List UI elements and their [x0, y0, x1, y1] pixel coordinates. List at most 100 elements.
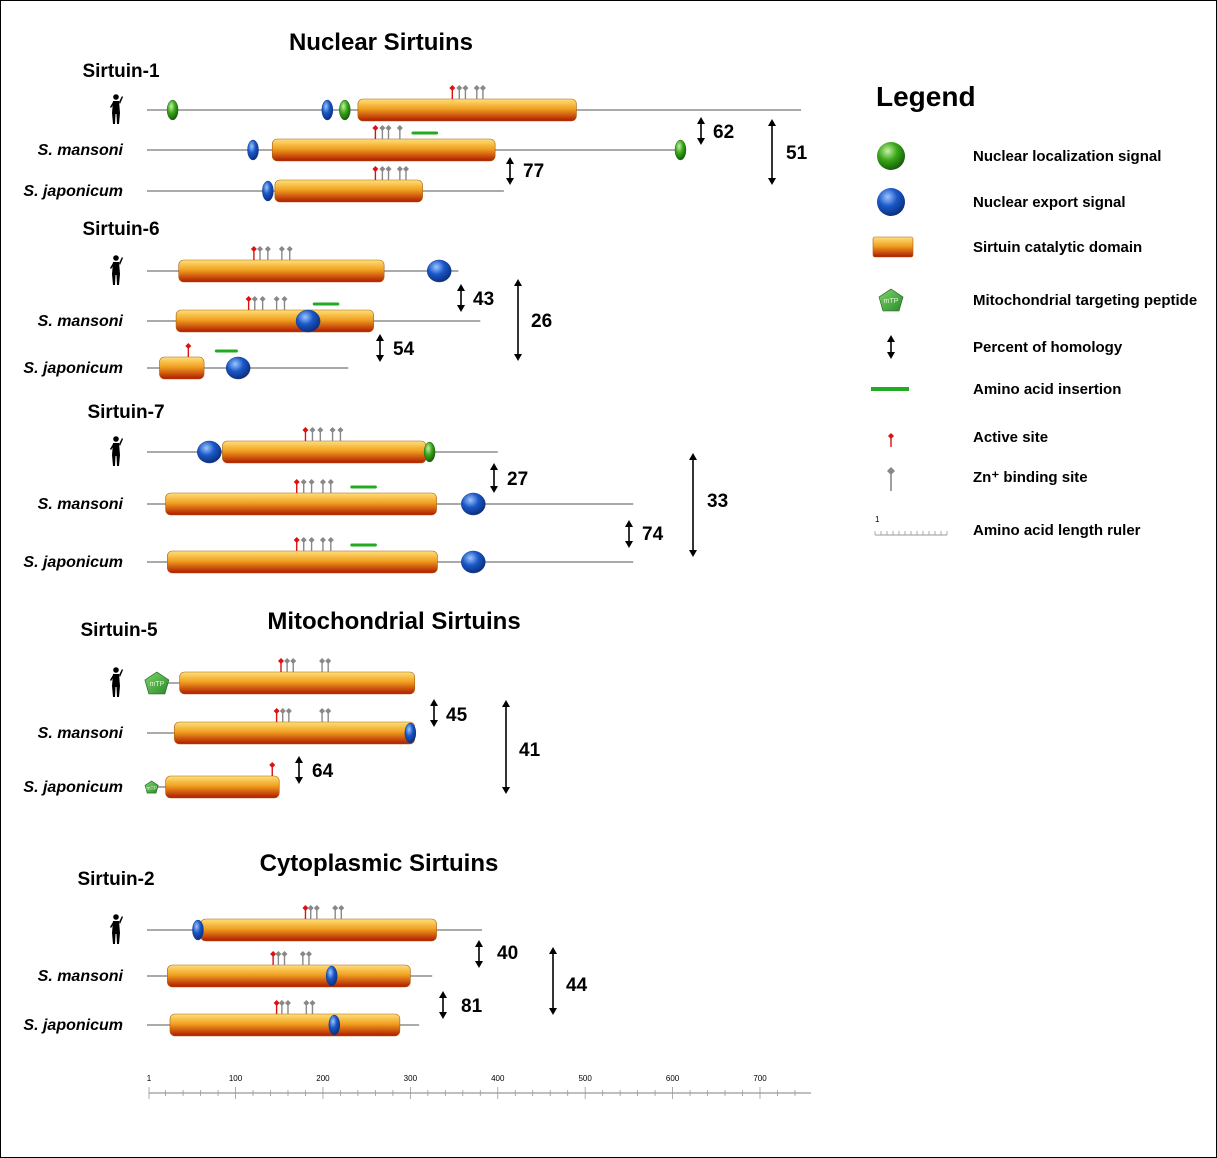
- active-site: [302, 427, 309, 441]
- protein-row: [167, 537, 486, 574]
- nuclear-localization-signal: [166, 99, 179, 121]
- homology-value: 62: [713, 122, 734, 143]
- legend-label: Amino acid length ruler: [973, 522, 1141, 539]
- protein-row: mTP: [144, 762, 280, 799]
- amino-acid-ruler: [148, 1087, 811, 1099]
- homology-arrow: [697, 117, 705, 145]
- legend-zn-head: [887, 467, 895, 475]
- homology-value: 26: [531, 311, 552, 332]
- zn-binding-site: [281, 296, 288, 310]
- ruler-tick-label: 500: [578, 1074, 592, 1083]
- legend-label: Sirtuin catalytic domain: [973, 239, 1142, 256]
- homology-value: 43: [473, 289, 494, 310]
- ruler-tick-label: 200: [316, 1074, 330, 1083]
- legend-mtp-symbol: mTP: [878, 288, 904, 312]
- homology-value: 40: [497, 943, 518, 964]
- legend-item: [887, 467, 895, 491]
- catalytic-domain: [179, 671, 416, 695]
- species-label: S. mansoni: [38, 313, 124, 330]
- homology-arrow: [506, 157, 514, 185]
- zn-binding-site: [319, 708, 326, 722]
- protein-row: [159, 343, 251, 380]
- homology-arrow: [514, 279, 522, 361]
- zn-binding-site: [307, 905, 314, 919]
- species-label: S. japonicum: [23, 554, 123, 571]
- protein-row: [175, 296, 374, 333]
- protein-row: [247, 125, 687, 162]
- zn-binding-site: [264, 246, 271, 260]
- ruler-tick-label: 700: [753, 1074, 767, 1083]
- protein-row: [110, 905, 437, 944]
- zn-binding-site: [313, 905, 320, 919]
- active-site: [372, 125, 379, 139]
- zn-binding-site: [278, 246, 285, 260]
- species-label: S. mansoni: [38, 725, 124, 742]
- active-site: [273, 708, 280, 722]
- active-site: [302, 905, 309, 919]
- nuclear-export-signal: [262, 180, 274, 202]
- zn-binding-site: [479, 85, 486, 99]
- active-site: [293, 537, 300, 551]
- homology-arrow: [768, 119, 776, 185]
- ruler-tick-label: 1: [147, 1074, 152, 1083]
- zn-binding-site: [284, 1000, 291, 1014]
- active-site: [277, 658, 284, 672]
- zn-binding-site: [338, 905, 345, 919]
- zn-binding-site: [308, 537, 315, 551]
- nuclear-export-signal: [461, 550, 486, 574]
- legend-label: Zn⁺ binding site: [973, 469, 1088, 486]
- zn-binding-site: [327, 479, 334, 493]
- legend-label: Mitochondrial targeting peptide: [973, 292, 1197, 309]
- active-site: [372, 166, 379, 180]
- zn-binding-site: [257, 246, 264, 260]
- catalytic-domain: [222, 440, 427, 464]
- zn-binding-site: [402, 166, 409, 180]
- protein-row: [167, 951, 411, 988]
- nuclear-localization-signal: [339, 99, 351, 121]
- legend-active-site-symbol: [888, 433, 894, 447]
- protein-row: [110, 85, 577, 124]
- mtp-text: mTP: [146, 786, 157, 792]
- protein-row: [262, 166, 423, 203]
- nuclear-export-signal: [461, 492, 486, 516]
- human-icon: [110, 255, 123, 285]
- nuclear-export-signal: [192, 919, 204, 941]
- homology-value: 45: [446, 705, 468, 726]
- active-site: [293, 479, 300, 493]
- zn-binding-site: [379, 166, 386, 180]
- homology-arrow: [457, 284, 465, 312]
- zn-binding-site: [319, 537, 326, 551]
- homology-arrow: [376, 334, 384, 362]
- zn-binding-site: [284, 658, 291, 672]
- legend-label: Percent of homology: [973, 339, 1123, 356]
- ruler-tick-label: 300: [404, 1074, 418, 1083]
- homology-value: 54: [393, 339, 415, 360]
- ruler-tick-label: 100: [229, 1074, 243, 1083]
- zn-binding-site: [290, 658, 297, 672]
- catalytic-domain: [274, 179, 423, 203]
- nuclear-export-signal: [325, 965, 338, 987]
- legend-label: Nuclear export signal: [973, 194, 1126, 211]
- homology-arrow: [475, 940, 483, 968]
- species-label: S. japonicum: [23, 183, 123, 200]
- legend-nes-symbol: [877, 188, 905, 216]
- zn-binding-site: [456, 85, 463, 99]
- zn-binding-site: [317, 427, 324, 441]
- protein-row: [110, 427, 436, 466]
- mitochondrial-targeting-peptide: mTP: [144, 671, 170, 695]
- legend-label: Nuclear localization signal: [973, 148, 1161, 165]
- legend-title: Legend: [876, 81, 976, 112]
- legend-item: [888, 433, 894, 447]
- mtp-text: mTP: [884, 298, 899, 305]
- zn-binding-site: [319, 479, 326, 493]
- legend-label: Active site: [973, 429, 1048, 446]
- nuclear-export-signal: [321, 99, 334, 121]
- nuclear-export-signal: [404, 722, 417, 744]
- protein-row: [110, 246, 452, 285]
- legend-item: [877, 188, 905, 216]
- zn-binding-site: [385, 166, 392, 180]
- zn-binding-site: [285, 708, 292, 722]
- species-label: S. japonicum: [23, 779, 123, 796]
- species-label: S. mansoni: [38, 142, 124, 159]
